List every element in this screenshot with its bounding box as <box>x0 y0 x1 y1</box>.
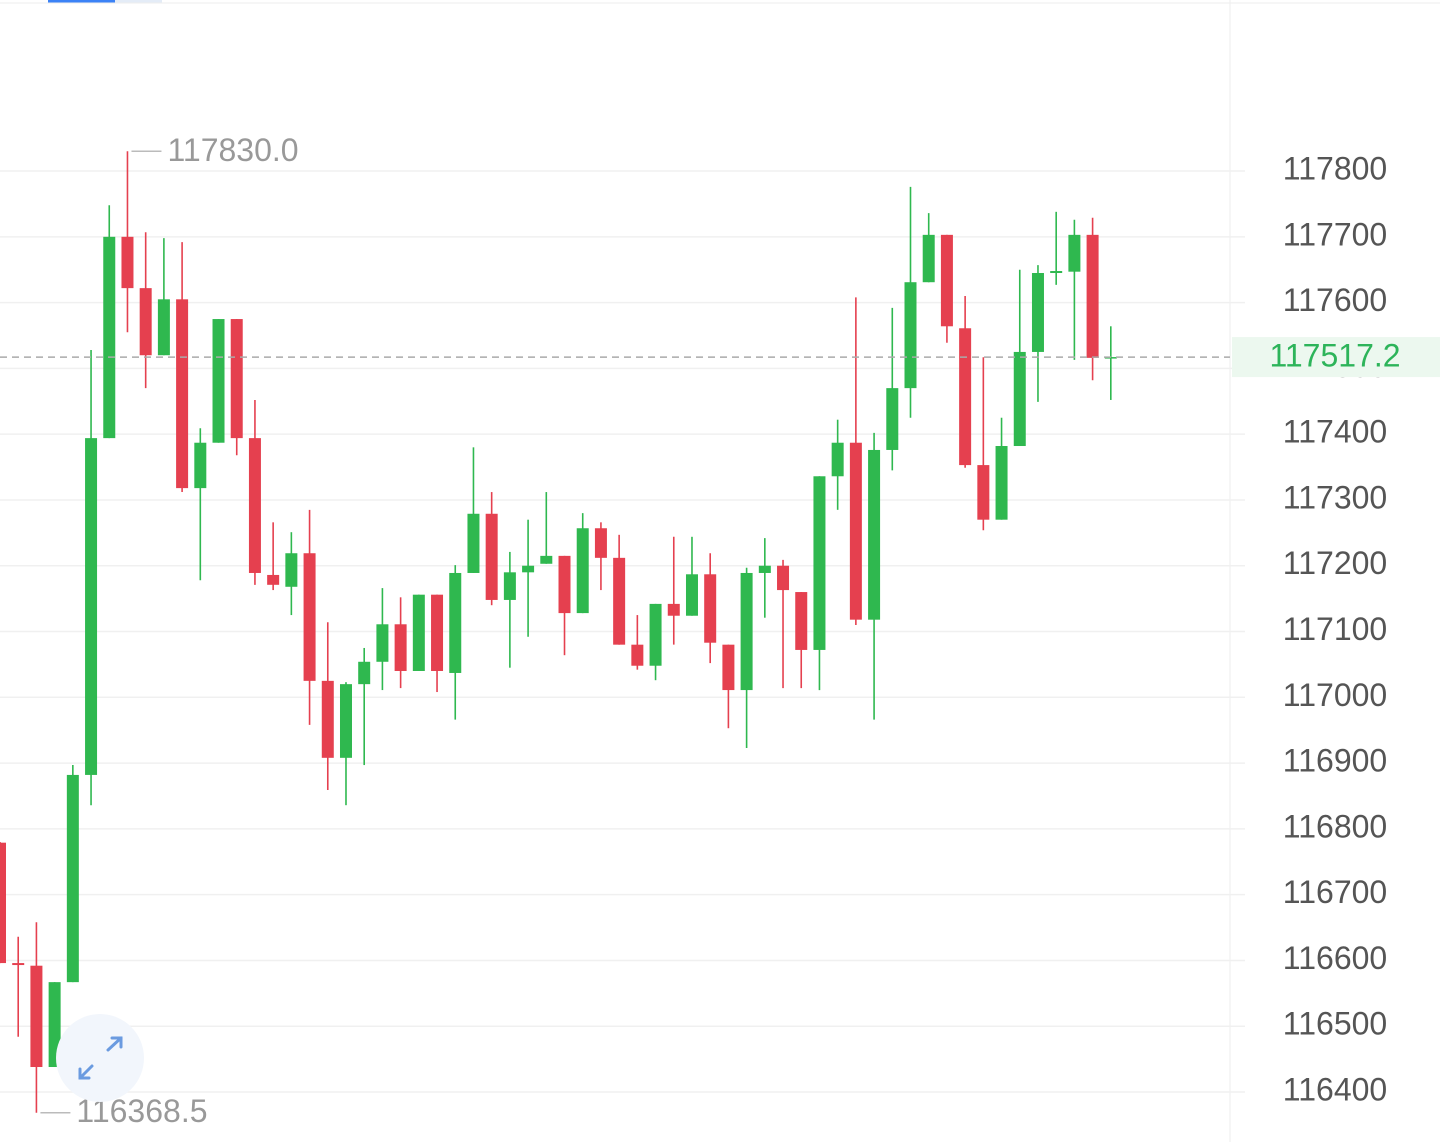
candle-body <box>303 553 316 681</box>
candle-body <box>631 644 644 666</box>
candle-body <box>995 446 1008 520</box>
candle-body <box>886 388 899 450</box>
candle-body <box>103 236 116 439</box>
candle-body <box>376 624 389 662</box>
tab-indicator <box>48 0 115 3</box>
candle-body <box>558 555 571 614</box>
candle-body <box>321 680 334 758</box>
candle-body <box>394 624 407 671</box>
candles <box>0 151 1117 1113</box>
candle-body <box>1013 351 1026 447</box>
y-tick-label: 117400 <box>1283 414 1387 450</box>
tab-indicator-rest <box>115 0 162 3</box>
y-tick-label: 116400 <box>1283 1071 1387 1107</box>
candle-body <box>522 565 535 573</box>
candle-body <box>1050 271 1063 274</box>
candle-body <box>1086 234 1099 358</box>
candle-body <box>904 282 917 389</box>
expand-button[interactable] <box>56 1014 144 1102</box>
candle-body <box>485 513 498 600</box>
candle-body <box>1068 234 1081 272</box>
candle-body <box>157 299 170 356</box>
candle-body <box>831 442 844 477</box>
candle-body <box>740 572 753 691</box>
candle-body <box>0 842 6 964</box>
candle-body <box>85 438 98 775</box>
candle-body <box>977 465 990 520</box>
candle-body <box>121 236 134 289</box>
candle-body <box>704 574 717 643</box>
candle-body <box>795 592 808 650</box>
candle-body <box>30 965 43 1068</box>
candle-body <box>176 299 189 489</box>
y-tick-label: 117300 <box>1283 479 1387 515</box>
y-tick-label: 117200 <box>1283 545 1387 581</box>
candle-body <box>777 565 790 591</box>
y-tick-label: 117700 <box>1283 216 1387 252</box>
last-price-label: 117517.2 <box>1269 338 1400 374</box>
candle-body <box>339 684 352 758</box>
candle-body <box>868 449 881 620</box>
candle-body <box>940 234 953 327</box>
candle-body <box>594 528 607 558</box>
candle-body <box>431 594 444 671</box>
candle-body <box>613 557 626 645</box>
y-tick-label: 116600 <box>1283 940 1387 976</box>
y-tick-label: 116700 <box>1283 874 1387 910</box>
candle-body <box>540 555 553 564</box>
candle-body <box>959 328 972 466</box>
candle-body <box>248 438 261 573</box>
candle-body <box>48 982 61 1068</box>
last-price-bg <box>1232 337 1440 378</box>
y-tick-label: 116500 <box>1283 1006 1387 1042</box>
candle-body <box>685 574 698 616</box>
y-tick-label: 116800 <box>1283 808 1387 844</box>
candle-body <box>66 774 79 983</box>
candle-body <box>194 442 207 489</box>
candle-body <box>667 603 680 616</box>
candle-body <box>813 476 826 650</box>
candle-body <box>139 288 152 356</box>
candle-body <box>922 234 935 283</box>
y-tick-label: 117600 <box>1283 282 1387 318</box>
candle-body <box>576 528 589 614</box>
candle-body <box>649 603 662 666</box>
candle-body <box>722 644 735 691</box>
high-label: 117830.0 <box>167 132 298 168</box>
candle-body <box>758 565 771 573</box>
candle-body <box>230 319 243 439</box>
y-tick-label: 117800 <box>1283 150 1387 186</box>
grid: 116400 116500 116600 116700 116800 116900 1170… <box>0 150 1387 1107</box>
expand-icon[interactable] <box>78 1036 123 1080</box>
candle-body <box>412 594 425 671</box>
candle-body <box>285 553 298 587</box>
candle-body <box>267 574 280 585</box>
y-tick-label: 117100 <box>1283 611 1387 647</box>
candle-body <box>212 319 225 443</box>
candle-body <box>503 572 516 600</box>
y-tick-label: 117000 <box>1283 677 1387 713</box>
candle-body <box>358 661 371 685</box>
candle-body <box>849 442 862 620</box>
expand-bg[interactable] <box>56 1014 144 1102</box>
candle-body <box>1031 273 1044 352</box>
candle-body <box>467 513 480 573</box>
candle-body <box>12 963 25 966</box>
candle-body <box>449 572 462 673</box>
y-tick-label: 116900 <box>1283 743 1387 779</box>
